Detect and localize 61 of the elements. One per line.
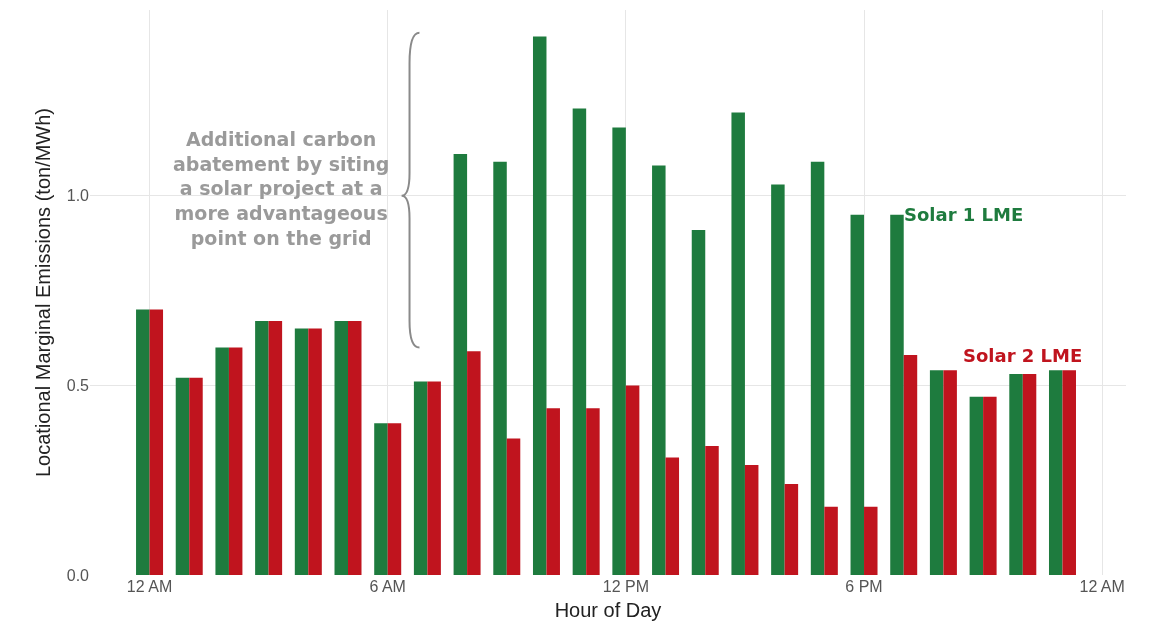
x-tick-label: 6 AM <box>369 578 406 595</box>
bar <box>1048 370 1063 575</box>
bar <box>665 457 680 575</box>
bar <box>1062 370 1076 575</box>
y-axis-title: Locational Marginal Emissions (ton/MWh) <box>32 107 55 478</box>
bar <box>586 408 600 575</box>
y-tick-label: 0.0 <box>66 566 90 584</box>
bar <box>467 351 481 575</box>
bar <box>149 309 164 575</box>
x-tick-label: 12 PM <box>602 578 649 595</box>
bar <box>890 214 904 575</box>
bar <box>427 381 441 575</box>
bar <box>493 161 507 575</box>
bar <box>850 214 865 575</box>
bar <box>1009 374 1023 575</box>
bar <box>572 108 587 575</box>
bar <box>625 385 640 575</box>
y-tick-label: 1.0 <box>66 187 90 205</box>
series-label: Solar 1 LME <box>904 204 1024 225</box>
bar <box>691 229 706 575</box>
bar <box>532 36 547 575</box>
x-tick-label: 12 AM <box>126 578 173 595</box>
x-tick-label: 12 AM <box>1079 578 1125 595</box>
bar <box>652 165 666 575</box>
series-label: Solar 2 LME <box>963 345 1083 366</box>
y-tick-label: 0.5 <box>66 377 90 394</box>
bar <box>824 506 838 575</box>
bar <box>612 127 626 575</box>
bar <box>929 370 944 575</box>
bar <box>294 328 309 575</box>
bar <box>374 423 388 575</box>
bar <box>983 396 997 575</box>
bar <box>308 328 322 575</box>
bar <box>969 396 984 575</box>
bar <box>255 320 269 575</box>
bar <box>903 355 918 575</box>
bar <box>864 506 878 575</box>
bar <box>731 112 745 575</box>
bar <box>705 446 719 575</box>
bar <box>175 377 190 575</box>
bar <box>810 161 825 575</box>
bar <box>744 465 759 575</box>
bar <box>943 370 957 575</box>
bar <box>228 347 243 575</box>
bar <box>215 347 229 575</box>
bar <box>771 184 785 575</box>
x-axis-title: Hour of Day <box>554 598 662 621</box>
bar <box>546 408 560 575</box>
bar <box>784 483 799 575</box>
bar <box>506 438 521 575</box>
bar <box>453 154 468 575</box>
bar <box>189 377 203 575</box>
bar <box>268 320 283 575</box>
x-tick-label: 6 PM <box>845 578 883 595</box>
bar <box>136 309 150 575</box>
annotation: Additional carbon abatement by siting a solar project at a more advantageous point on the grid <box>173 128 390 249</box>
bar <box>334 320 349 575</box>
bar <box>348 320 362 575</box>
bar <box>413 381 428 575</box>
bar <box>387 423 402 575</box>
bar <box>1022 374 1037 575</box>
